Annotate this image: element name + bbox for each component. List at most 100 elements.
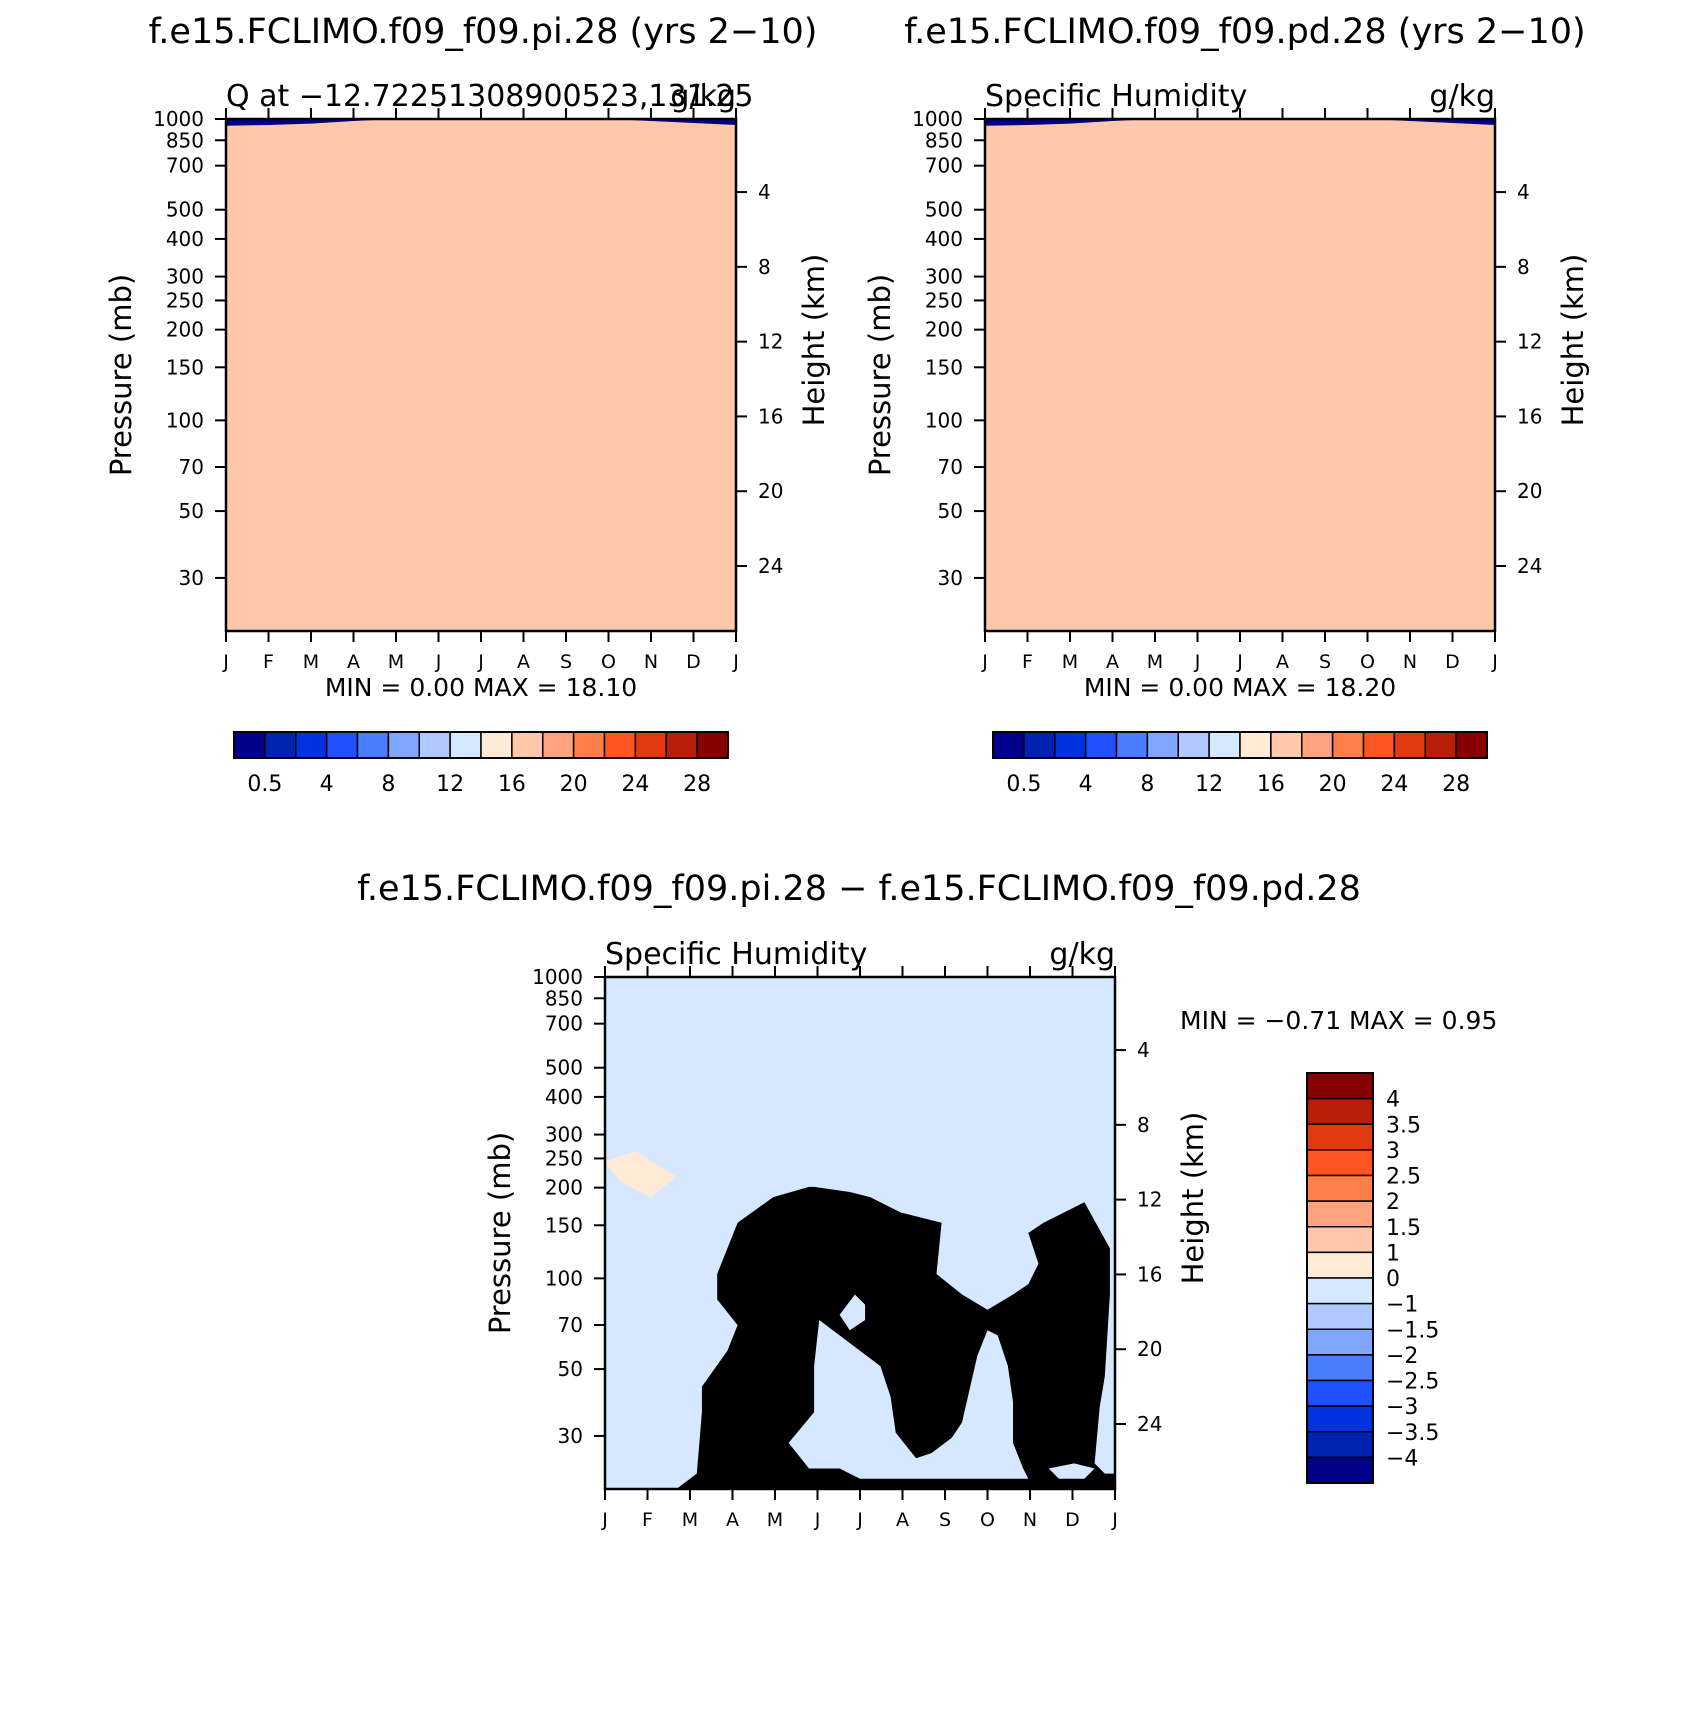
colorbar-box (1115, 731, 1149, 759)
month-tick-label: F (1022, 651, 1033, 673)
colorbar-box (1208, 731, 1241, 759)
colorbar-label: −1.5 (1386, 1318, 1439, 1343)
colorbar-box (418, 731, 451, 759)
month-tick-label: S (939, 1509, 951, 1531)
height-tick-label: 8 (1517, 255, 1530, 279)
colorbar-label: 0.5 (1006, 772, 1041, 797)
colorbar-label: 4 (320, 772, 334, 797)
plot-area (226, 119, 736, 631)
colorbar-panel1: 0.5 4 8 12 16 20 24 28 (233, 731, 729, 797)
colorbar-diff: 43.532.521.510−1−1.5−2−2.5−3−3.5−4 (1306, 1072, 1439, 1484)
height-tick-label: 16 (758, 404, 783, 428)
panel1-stats: MIN = 0.00 MAX = 18.10 (325, 673, 637, 702)
pressure-tick-label: 70 (938, 455, 963, 479)
height-tick-label: 20 (758, 479, 783, 503)
month-tick-label: J (856, 1509, 863, 1531)
month-tick-label: J (1491, 651, 1498, 673)
colorbar-box (1146, 731, 1179, 759)
month-tick-label: D (686, 651, 701, 673)
yaxis-right-label: Height (km) (797, 254, 831, 427)
colorbar-label: 0 (1386, 1267, 1400, 1292)
pressure-tick-label: 200 (166, 318, 204, 342)
pressure-tick-label: 300 (545, 1123, 583, 1147)
colorbar-label: −2 (1386, 1344, 1418, 1369)
month-tick-label: N (1403, 651, 1417, 673)
colorbar-panel2: 0.5 4 8 12 16 20 24 28 (992, 731, 1488, 797)
month-tick-label: M (1147, 651, 1163, 673)
height-tick-label: 4 (758, 180, 771, 204)
height-tick-label: 8 (758, 255, 771, 279)
colorbar-label: 3.5 (1386, 1113, 1421, 1138)
colorbar-label: 12 (436, 772, 464, 797)
colorbar-label: 16 (1257, 772, 1285, 797)
colorbar-box (1023, 731, 1056, 759)
pressure-tick-label: 250 (925, 288, 963, 312)
height-tick-label: 20 (1517, 479, 1542, 503)
colorbar-box (696, 731, 729, 759)
height-tick-label: 12 (1137, 1188, 1162, 1212)
colorbar-label: −2.5 (1386, 1370, 1439, 1395)
month-tick-label: J (1111, 1509, 1118, 1531)
diff-negative-region (788, 1320, 1029, 1479)
month-tick-label: J (1236, 651, 1243, 673)
colorbar-box (1306, 1072, 1374, 1100)
pressure-tick-label: 30 (938, 566, 963, 590)
panel1-title: f.e15.FCLIMO.f09_f09.pi.28 (yrs 2−10) (149, 12, 818, 52)
month-tick-label: M (682, 1509, 698, 1531)
colorbar-box (1306, 1277, 1374, 1305)
pressure-tick-label: 850 (166, 128, 204, 152)
colorbar-box (1393, 731, 1426, 759)
colorbar-label: 16 (498, 772, 526, 797)
colorbar-label: 4 (1386, 1088, 1400, 1113)
month-tick-label: S (560, 651, 572, 673)
colorbar-box (449, 731, 482, 759)
month-tick-label: S (1319, 651, 1331, 673)
panel3: 3050701001502002503004005007008501000242… (483, 937, 1497, 1531)
yaxis-right-label: Height (km) (1176, 1112, 1210, 1285)
plot-area (605, 977, 1115, 1489)
month-tick-label: J (981, 651, 988, 673)
yaxis-left-label: Pressure (mb) (863, 274, 897, 476)
height-tick-label: 12 (1517, 330, 1542, 354)
pressure-tick-label: 150 (545, 1213, 583, 1237)
colorbar-box (1362, 731, 1396, 759)
panel-left-string: Q at −12.72251308900523,131.25 (226, 79, 753, 114)
pressure-tick-label: 100 (166, 408, 204, 432)
month-tick-label: O (1360, 651, 1375, 673)
colorbar-box (511, 731, 544, 759)
panel-left-string: Specific Humidity (605, 937, 867, 972)
colorbar-box (1306, 1354, 1374, 1382)
colorbar-frame (992, 731, 1488, 759)
colorbar-box (356, 731, 390, 759)
colorbar-label: 4 (1079, 772, 1093, 797)
colorbar-box (1306, 1123, 1374, 1151)
colorbar-box (1306, 1302, 1374, 1330)
pressure-tick-label: 200 (925, 318, 963, 342)
pressure-tick-label: 500 (545, 1056, 583, 1080)
month-tick-label: J (477, 651, 484, 673)
colorbar-box (233, 731, 266, 759)
pressure-tick-label: 50 (558, 1357, 583, 1381)
colorbar-box (634, 731, 667, 759)
height-tick-label: 20 (1137, 1337, 1162, 1361)
colorbar-box (1306, 1226, 1374, 1254)
colorbar-label: −3.5 (1386, 1421, 1439, 1446)
month-tick-label: A (1106, 651, 1119, 673)
pressure-tick-label: 30 (558, 1424, 583, 1448)
pressure-tick-label: 70 (179, 455, 204, 479)
month-tick-label: A (726, 1509, 739, 1531)
month-tick-label: O (980, 1509, 995, 1531)
colorbar-box (665, 731, 698, 759)
colorbar-box (1306, 1174, 1374, 1202)
pressure-tick-label: 150 (925, 355, 963, 379)
month-tick-label: J (1194, 651, 1201, 673)
panel-right-string: g/kg (1049, 937, 1115, 972)
colorbar-box (1306, 1200, 1374, 1228)
colorbar-label: 3 (1386, 1139, 1400, 1164)
height-tick-label: 4 (1517, 180, 1530, 204)
pressure-tick-label: 1000 (912, 107, 963, 131)
colorbar-box (1239, 731, 1272, 759)
colorbar-box (1301, 731, 1334, 759)
colorbar-label: −4 (1386, 1446, 1418, 1471)
